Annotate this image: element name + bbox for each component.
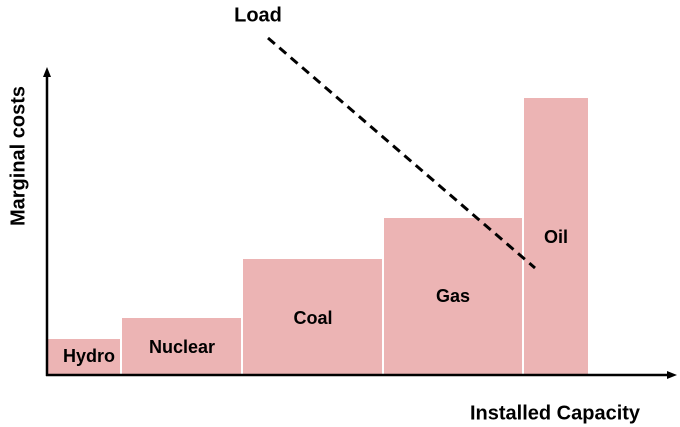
load-label: Load: [234, 4, 282, 26]
block-label: Nuclear: [149, 337, 215, 357]
block-label: Hydro: [63, 346, 115, 366]
coal-block: [241, 257, 384, 376]
load-line: [267, 36, 536, 270]
block-label: Coal: [293, 308, 332, 328]
block-label: Oil: [544, 227, 568, 247]
nuclear-block: [120, 316, 243, 376]
x-axis-label: Installed Capacity: [470, 402, 641, 424]
y-axis-label: Marginal costs: [7, 86, 29, 226]
block-label: Gas: [436, 286, 470, 306]
gas-block: [382, 216, 524, 376]
